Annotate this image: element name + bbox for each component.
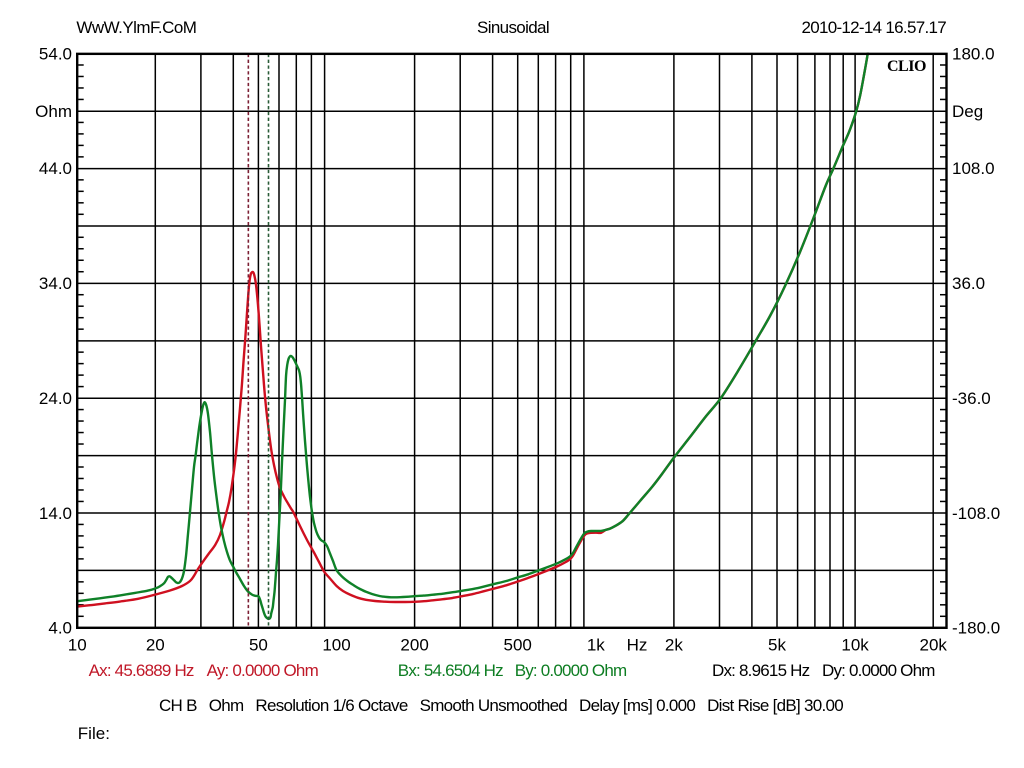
svg-text:Ohm: Ohm	[35, 102, 72, 121]
svg-text:14.0: 14.0	[39, 504, 72, 523]
svg-text:100: 100	[322, 636, 350, 655]
svg-text:180.0: 180.0	[952, 44, 995, 63]
svg-text:Bx: 54.6504 Hz: Bx: 54.6504 Hz	[398, 661, 503, 680]
svg-text:20: 20	[146, 636, 165, 655]
svg-text:20k: 20k	[919, 636, 947, 655]
svg-text:2010-12-14 16.57.17: 2010-12-14 16.57.17	[801, 18, 946, 37]
svg-text:10k: 10k	[841, 636, 869, 655]
svg-text:10: 10	[68, 636, 87, 655]
svg-text:4.0: 4.0	[48, 618, 72, 637]
svg-text:1k: 1k	[587, 636, 605, 655]
svg-text:File:: File:	[78, 724, 110, 743]
svg-text:-180.0: -180.0	[952, 618, 1000, 637]
svg-text:34.0: 34.0	[39, 274, 72, 293]
svg-text:-36.0: -36.0	[952, 389, 991, 408]
svg-text:Deg: Deg	[952, 102, 983, 121]
svg-text:36.0: 36.0	[952, 274, 985, 293]
svg-text:24.0: 24.0	[39, 389, 72, 408]
svg-text:WwW.YlmF.CoM: WwW.YlmF.CoM	[76, 18, 196, 37]
svg-text:-108.0: -108.0	[952, 504, 1000, 523]
svg-text:Sinusoidal: Sinusoidal	[477, 18, 549, 37]
svg-text:CLIO: CLIO	[887, 58, 926, 75]
svg-text:44.0: 44.0	[39, 159, 72, 178]
svg-text:54.0: 54.0	[39, 44, 72, 63]
svg-text:Ax: 45.6889 Hz: Ax: 45.6889 Hz	[89, 661, 194, 680]
svg-text:Dy: 0.0000 Ohm: Dy: 0.0000 Ohm	[822, 661, 935, 680]
svg-text:Dx: 8.9615 Hz: Dx: 8.9615 Hz	[712, 661, 810, 680]
svg-text:2k: 2k	[665, 636, 683, 655]
svg-text:500: 500	[504, 636, 532, 655]
svg-text:5k: 5k	[768, 636, 786, 655]
svg-text:Hz: Hz	[627, 636, 648, 655]
svg-text:CH B Ohm Resolution 1/6 Oc: CH B Ohm Resolution 1/6 Octave Smooth Un…	[159, 696, 843, 715]
svg-text:200: 200	[400, 636, 428, 655]
svg-text:By: 0.0000 Ohm: By: 0.0000 Ohm	[515, 661, 627, 680]
svg-text:Ay: 0.0000 Ohm: Ay: 0.0000 Ohm	[207, 661, 319, 680]
svg-text:50: 50	[249, 636, 268, 655]
svg-text:108.0: 108.0	[952, 159, 995, 178]
